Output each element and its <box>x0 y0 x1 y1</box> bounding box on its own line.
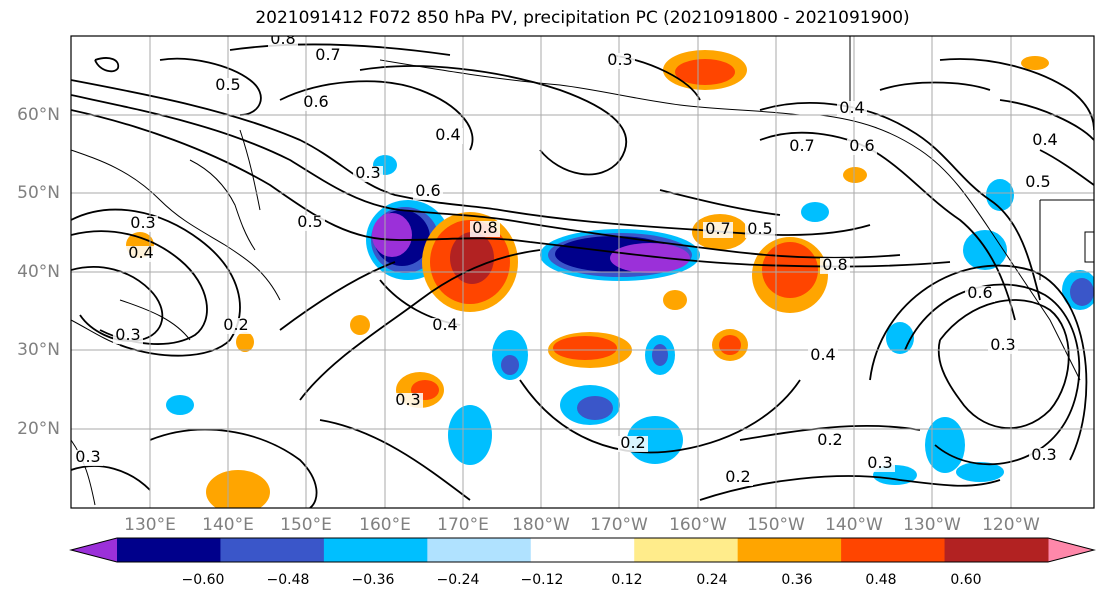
contour-label: 0.5 <box>747 219 772 238</box>
contour-label: 0.4 <box>432 315 457 334</box>
colorbar-tick: 0.36 <box>781 572 813 588</box>
lon-label-150e: 150°E <box>280 515 332 535</box>
lon-label-140e: 140°E <box>202 515 254 535</box>
contour-label: 0.2 <box>817 430 842 449</box>
contour-label: 0.6 <box>415 181 440 200</box>
lon-label-170e: 170°E <box>437 515 489 535</box>
precipitation-field: 0.8 0.7 0.5 0.6 0.4 0.3 0.3 0.4 0.5 0.6 0.8 0.7 0.5 0… <box>71 29 1094 508</box>
colorbar-cell <box>737 538 842 562</box>
contour-label: 0.8 <box>472 218 497 237</box>
contour-label: 0.8 <box>270 29 295 48</box>
contour-label: 0.3 <box>607 50 632 69</box>
contour-labels: 0.8 0.7 0.5 0.6 0.4 0.3 0.3 0.4 0.5 0.6 0.8 0.7 0.5 0… <box>73 29 1060 486</box>
negative-anomaly-band-central <box>540 229 700 281</box>
colorbar-extend-low <box>71 538 117 562</box>
contour-label: 0.3 <box>867 453 892 472</box>
map-frame <box>70 35 1095 509</box>
colorbar-cell <box>634 538 739 562</box>
colorbar-tick: 0.48 <box>865 572 897 588</box>
contour-label: 0.4 <box>128 243 153 262</box>
contour-label: 0.8 <box>822 255 847 274</box>
contour-label: 0.4 <box>839 98 864 117</box>
contour-label: 0.6 <box>303 92 328 111</box>
contour-label: 0.4 <box>810 345 835 364</box>
contour-label: 0.2 <box>620 433 645 452</box>
contour-label: 0.3 <box>990 335 1015 354</box>
contour-label: 0.3 <box>115 325 140 344</box>
contour-label: 0.4 <box>435 125 460 144</box>
lon-label-130e: 130°E <box>124 515 176 535</box>
contour-label: 0.5 <box>215 75 240 94</box>
contour-label: 0.2 <box>725 467 750 486</box>
lon-label-130w: 130°W <box>903 515 961 535</box>
contour-label: 0.5 <box>297 212 322 231</box>
contour-label: 0.6 <box>849 136 874 155</box>
lat-label-60n: 60°N <box>17 105 60 125</box>
lon-label-170w: 170°W <box>590 515 648 535</box>
graticule <box>71 36 1094 508</box>
map-title: 2021091412 F072 850 hPa PV, precipitatio… <box>255 8 910 28</box>
contour-label: 0.5 <box>1025 172 1050 191</box>
contour-label: 0.3 <box>395 390 420 409</box>
colorbar-tick: −0.36 <box>351 572 395 588</box>
lat-label-50n: 50°N <box>17 183 60 203</box>
contour-label: 0.3 <box>130 213 155 232</box>
contour-label: 0.3 <box>355 163 380 182</box>
colorbar-cell <box>220 538 325 562</box>
colorbar-cell <box>841 538 946 562</box>
pv-contours <box>71 43 1094 508</box>
colorbar-tick: 0.60 <box>950 572 982 588</box>
contour-label: 0.4 <box>1032 130 1057 149</box>
lat-label-40n: 40°N <box>17 262 60 282</box>
lon-label-120w: 120°W <box>982 515 1040 535</box>
contour-label: 0.6 <box>967 283 992 302</box>
colorbar-tick: −0.48 <box>266 572 310 588</box>
contour-label: 0.7 <box>705 219 730 238</box>
lat-label-30n: 30°N <box>17 340 60 360</box>
lon-label-160w: 160°W <box>669 515 727 535</box>
colorbar-cell <box>323 538 428 562</box>
colorbar-cell <box>117 538 221 562</box>
colorbar-cell <box>427 538 532 562</box>
lon-label-180w: 180°W <box>512 515 570 535</box>
contour-label: 0.7 <box>789 136 814 155</box>
colorbar-tick: 0.12 <box>611 572 643 588</box>
lon-label-150w: 150°W <box>747 515 805 535</box>
colorbar <box>69 537 1096 563</box>
colorbar-cell <box>944 538 1049 562</box>
colorbar-tick: −0.24 <box>436 572 480 588</box>
colorbar-extend-high <box>1048 538 1094 562</box>
colorbar-tick: −0.12 <box>520 572 564 588</box>
contour-label: 0.3 <box>75 447 100 466</box>
lon-label-160e: 160°E <box>359 515 411 535</box>
contour-label: 0.3 <box>1031 445 1056 464</box>
contour-label: 0.2 <box>223 315 248 334</box>
contour-label: 0.7 <box>315 45 340 64</box>
colorbar-tick: −0.60 <box>181 572 225 588</box>
lat-label-20n: 20°N <box>17 419 60 439</box>
lon-label-140w: 140°W <box>825 515 883 535</box>
colorbar-cell <box>530 538 635 562</box>
colorbar-tick: 0.24 <box>696 572 728 588</box>
